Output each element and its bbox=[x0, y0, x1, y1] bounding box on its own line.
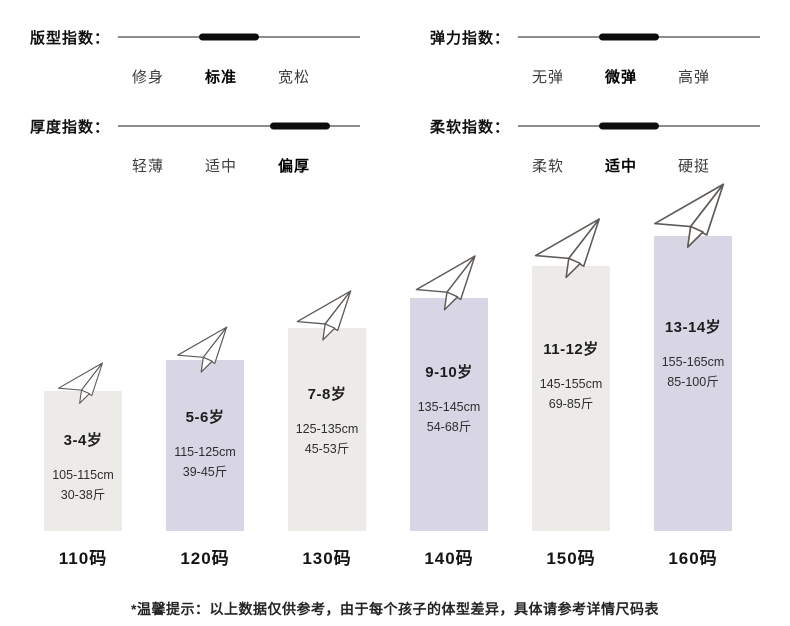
size-bar: 7-8岁 125-135cm 45-53斤 bbox=[288, 290, 366, 531]
index-option: 柔软 bbox=[532, 158, 565, 175]
index-option: 标准 bbox=[204, 69, 237, 86]
paper-airplane-icon bbox=[534, 218, 600, 279]
index-option: 修身 bbox=[132, 69, 165, 86]
weight-range: 45-53斤 bbox=[304, 442, 350, 456]
index-options: 无弹 微弹 高弹 bbox=[518, 66, 760, 87]
index-track bbox=[118, 33, 360, 41]
weight-range: 69-85斤 bbox=[548, 397, 594, 411]
height-range: 105-115cm bbox=[52, 468, 114, 482]
size-label: 110码 bbox=[58, 549, 108, 568]
index-option: 宽松 bbox=[277, 69, 310, 86]
index-option: 适中 bbox=[204, 158, 237, 175]
size-label: 160码 bbox=[668, 549, 718, 568]
size-column-140: 9-10岁 135-145cm 54-68斤 140码 bbox=[410, 255, 488, 569]
age-range: 13-14岁 bbox=[664, 319, 722, 336]
size-bar: 11-12岁 145-155cm 69-85斤 bbox=[532, 218, 610, 531]
paper-airplane-icon bbox=[653, 183, 725, 248]
index-knob bbox=[599, 122, 660, 130]
index-option: 轻薄 bbox=[132, 158, 165, 175]
index-knob bbox=[199, 33, 260, 41]
size-column-110: 3-4岁 105-115cm 30-38斤 110码 bbox=[44, 362, 122, 569]
index-knob bbox=[269, 122, 330, 130]
size-bar-chart: 3-4岁 105-115cm 30-38斤 110码 5-6岁 115-125c… bbox=[30, 183, 760, 569]
size-bar: 5-6岁 115-125cm 39-45斤 bbox=[166, 326, 244, 531]
fabric-index-section: 版型指数： 修身 标准 宽松 弹力指数： 无弹 微弹 高弹 厚度指数： bbox=[30, 28, 760, 176]
size-column-160: 13-14岁 155-165cm 85-100斤 160码 bbox=[653, 183, 732, 569]
index-slider-fit: 版型指数： 修身 标准 宽松 bbox=[30, 28, 360, 87]
index-option: 适中 bbox=[604, 158, 637, 175]
age-range: 9-10岁 bbox=[425, 364, 473, 381]
index-label: 厚度指数： bbox=[30, 118, 111, 136]
paper-airplane-icon bbox=[57, 362, 103, 404]
index-slider-elasticity: 弹力指数： 无弹 微弹 高弹 bbox=[430, 28, 760, 87]
height-range: 145-155cm bbox=[539, 377, 603, 391]
index-option: 偏厚 bbox=[277, 158, 310, 175]
index-label: 柔软指数： bbox=[430, 118, 511, 136]
weight-range: 54-68斤 bbox=[426, 420, 472, 434]
size-bar: 13-14岁 155-165cm 85-100斤 bbox=[653, 183, 732, 531]
index-slider-thickness: 厚度指数： 轻薄 适中 偏厚 bbox=[30, 117, 360, 176]
size-bar: 3-4岁 105-115cm 30-38斤 bbox=[44, 362, 122, 531]
index-track bbox=[518, 122, 760, 130]
index-option: 无弹 bbox=[532, 69, 565, 86]
index-option: 硬挺 bbox=[677, 158, 710, 175]
age-range: 7-8岁 bbox=[307, 386, 347, 403]
height-range: 135-145cm bbox=[417, 400, 481, 414]
index-option: 高弹 bbox=[677, 69, 710, 86]
weight-range: 30-38斤 bbox=[60, 488, 106, 502]
index-options: 轻薄 适中 偏厚 bbox=[118, 155, 360, 176]
index-knob bbox=[599, 33, 660, 41]
weight-range: 39-45斤 bbox=[182, 465, 228, 479]
paper-airplane-icon bbox=[415, 255, 476, 311]
index-option: 微弹 bbox=[604, 69, 637, 86]
index-track bbox=[518, 33, 760, 41]
size-label: 150码 bbox=[546, 549, 596, 568]
paper-airplane-icon bbox=[296, 290, 352, 341]
tip-note: *温馨提示：以上数据仅供参考，由于每个孩子的体型差异，具体请参考详情尺码表 bbox=[131, 601, 659, 617]
size-bar: 9-10岁 135-145cm 54-68斤 bbox=[410, 255, 488, 531]
height-range: 125-135cm bbox=[295, 422, 359, 436]
index-label: 版型指数： bbox=[30, 29, 111, 47]
weight-range: 85-100斤 bbox=[667, 375, 719, 389]
size-label: 130码 bbox=[302, 549, 352, 568]
index-options: 修身 标准 宽松 bbox=[118, 66, 360, 87]
index-options: 柔软 适中 硬挺 bbox=[518, 155, 760, 176]
index-label: 弹力指数： bbox=[430, 29, 511, 47]
size-column-130: 7-8岁 125-135cm 45-53斤 130码 bbox=[288, 290, 366, 569]
age-range: 11-12岁 bbox=[543, 341, 599, 358]
size-label: 140码 bbox=[424, 549, 474, 568]
size-label: 120码 bbox=[180, 549, 230, 568]
index-track bbox=[118, 122, 360, 130]
age-range: 5-6岁 bbox=[185, 409, 225, 426]
paper-airplane-icon bbox=[177, 326, 228, 373]
height-range: 115-125cm bbox=[174, 445, 236, 459]
size-column-150: 11-12岁 145-155cm 69-85斤 150码 bbox=[532, 218, 610, 569]
size-column-120: 5-6岁 115-125cm 39-45斤 120码 bbox=[166, 326, 244, 569]
age-range: 3-4岁 bbox=[63, 432, 103, 449]
height-range: 155-165cm bbox=[661, 355, 725, 369]
index-slider-softness: 柔软指数： 柔软 适中 硬挺 bbox=[430, 117, 760, 176]
